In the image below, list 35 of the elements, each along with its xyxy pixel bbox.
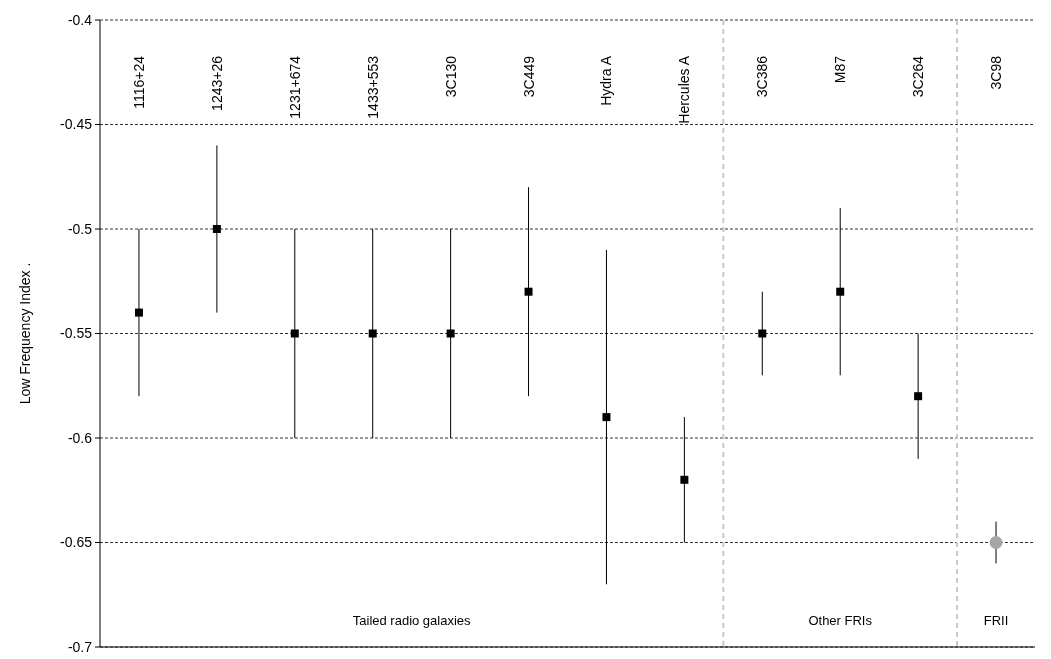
point — [134, 308, 143, 317]
y-axis-title: Low Frequency Index . — [17, 262, 33, 405]
x-tick-label: 3C449 — [520, 55, 537, 98]
x-tick-label: 3C130 — [442, 55, 459, 98]
x-tick-label: 3C264 — [910, 55, 927, 98]
point — [290, 329, 299, 338]
point — [914, 392, 923, 401]
annotation: Other FRIs — [808, 613, 873, 628]
x-tick-label: Hydra A — [598, 55, 615, 106]
y-tick-label: -0.4 — [67, 11, 93, 28]
x-tick-label: 1231+674 — [286, 55, 303, 119]
point — [989, 536, 1003, 549]
annotation: FRII — [983, 613, 1009, 628]
x-tick-label: 1433+553 — [364, 55, 381, 119]
point — [836, 287, 845, 296]
point — [446, 329, 455, 338]
y-tick-label: -0.65 — [60, 534, 93, 551]
x-tick-label: M87 — [832, 55, 849, 84]
x-tick-label: 3C386 — [754, 55, 771, 98]
point — [602, 413, 611, 422]
point — [524, 287, 533, 296]
x-tick-label: 3C98 — [988, 55, 1005, 90]
point — [680, 475, 689, 484]
y-tick-label: -0.6 — [67, 429, 93, 446]
y-tick-label: -0.5 — [67, 220, 93, 237]
x-tick-label: Hercules A — [676, 55, 693, 124]
y-tick-label: -0.7 — [67, 638, 93, 655]
point — [758, 329, 767, 338]
point — [212, 225, 221, 233]
x-tick-label: 1116+24 — [130, 55, 147, 109]
point — [368, 329, 377, 338]
x-tick-label: 1243+26 — [208, 55, 225, 111]
y-tick-label: -0.55 — [60, 325, 93, 342]
annotation: Tailed radio galaxies — [352, 613, 472, 628]
y-tick-label: -0.45 — [60, 116, 93, 133]
